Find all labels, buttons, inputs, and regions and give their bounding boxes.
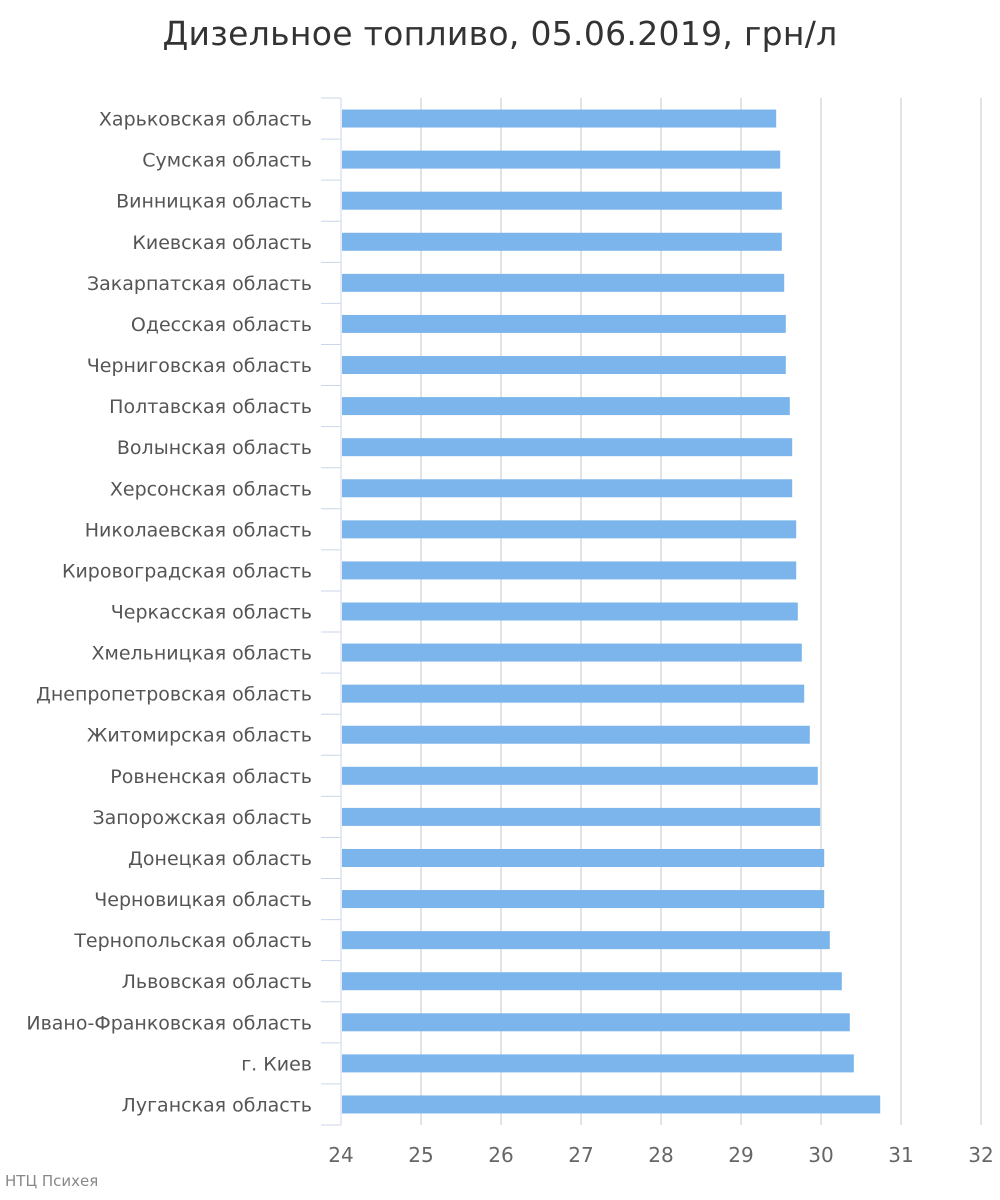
category-label: Сумская область bbox=[142, 150, 312, 172]
bar bbox=[342, 356, 786, 375]
x-tick-label: 32 bbox=[968, 1143, 993, 1167]
category-label: Черновицкая область bbox=[94, 889, 312, 911]
bar bbox=[342, 890, 825, 909]
bar bbox=[342, 561, 797, 580]
category-label: Ивано-Франковская область bbox=[26, 1012, 312, 1034]
bar bbox=[342, 848, 825, 867]
x-tick-label: 30 bbox=[808, 1143, 833, 1167]
category-label: Херсонская область bbox=[110, 478, 312, 500]
x-tick-label: 24 bbox=[328, 1143, 353, 1167]
category-label: Ровненская область bbox=[110, 766, 312, 788]
bar bbox=[342, 1054, 854, 1073]
category-label: Запорожская область bbox=[92, 807, 312, 829]
category-label: Николаевская область bbox=[85, 519, 312, 541]
bar bbox=[342, 1013, 850, 1032]
category-label: Полтавская область bbox=[109, 396, 312, 418]
bar bbox=[342, 520, 797, 539]
category-label: Львовская область bbox=[122, 971, 312, 993]
credit-text: НТЦ Психея bbox=[5, 1172, 99, 1190]
x-tick-label: 31 bbox=[888, 1143, 913, 1167]
x-tick-label: 25 bbox=[408, 1143, 433, 1167]
category-label: г. Киев bbox=[241, 1053, 312, 1075]
category-label: Киевская область bbox=[132, 232, 312, 254]
bar bbox=[342, 273, 785, 292]
bar bbox=[342, 602, 798, 621]
x-tick-label: 29 bbox=[728, 1143, 753, 1167]
bar bbox=[342, 150, 781, 169]
category-label: Волынская область bbox=[117, 437, 312, 459]
x-tick-label: 27 bbox=[568, 1143, 593, 1167]
x-tick-label: 26 bbox=[488, 1143, 513, 1167]
category-label: Луганская область bbox=[122, 1094, 312, 1116]
bar bbox=[342, 766, 818, 785]
category-label: Житомирская область bbox=[87, 725, 312, 747]
chart-title: Дизельное топливо, 05.06.2019, грн/л bbox=[162, 14, 838, 53]
bar bbox=[342, 972, 842, 991]
category-label: Черкасская область bbox=[111, 602, 312, 624]
category-label: Тернопольская область bbox=[73, 930, 312, 952]
x-tick-label: 28 bbox=[648, 1143, 673, 1167]
bar bbox=[342, 1095, 881, 1114]
bar bbox=[342, 438, 793, 457]
bar bbox=[342, 314, 786, 333]
bar bbox=[342, 191, 782, 210]
bar bbox=[342, 232, 782, 251]
bar bbox=[342, 684, 805, 703]
category-label: Черниговская область bbox=[87, 355, 312, 377]
category-label: Винницкая область bbox=[116, 191, 312, 213]
category-label: Кировоградская область bbox=[62, 560, 312, 582]
bar bbox=[342, 397, 790, 416]
category-label: Одесская область bbox=[131, 314, 312, 336]
bar bbox=[342, 725, 810, 744]
category-label: Закарпатская область bbox=[87, 273, 312, 295]
category-label: Донецкая область bbox=[128, 848, 312, 870]
category-label: Днепропетровская область bbox=[36, 684, 312, 706]
category-label: Харьковская область bbox=[99, 109, 312, 131]
bar bbox=[342, 109, 777, 128]
bar bbox=[342, 931, 830, 950]
bar bbox=[342, 643, 802, 662]
bar bbox=[342, 807, 821, 826]
category-label: Хмельницкая область bbox=[91, 643, 312, 665]
bar bbox=[342, 479, 793, 498]
